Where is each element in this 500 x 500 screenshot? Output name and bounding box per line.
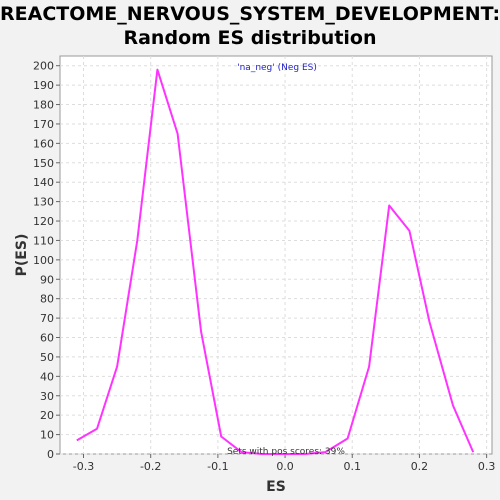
y-tick-label: 130 bbox=[33, 196, 54, 209]
x-tick-label: 0.2 bbox=[411, 460, 429, 473]
y-tick-label: 40 bbox=[40, 370, 54, 383]
y-tick-label: 150 bbox=[33, 157, 54, 170]
y-tick-label: 90 bbox=[40, 273, 54, 286]
x-tick-label: 0.0 bbox=[276, 460, 294, 473]
y-tick-label: 160 bbox=[33, 137, 54, 150]
y-tick-label: 70 bbox=[40, 312, 54, 325]
y-tick-label: 50 bbox=[40, 351, 54, 364]
legend-label: 'na_neg' (Neg ES) bbox=[237, 63, 317, 73]
chart-title-line-1: REACTOME_NERVOUS_SYSTEM_DEVELOPMENT: bbox=[0, 3, 500, 25]
y-axis-label: P(ES) bbox=[14, 234, 30, 277]
x-tick-label: -0.3 bbox=[73, 460, 94, 473]
y-tick-label: 120 bbox=[33, 215, 54, 228]
x-tick-label: -0.1 bbox=[207, 460, 228, 473]
series-line bbox=[76, 68, 475, 455]
y-tick-label: 20 bbox=[40, 409, 54, 422]
y-tick-label: 170 bbox=[33, 118, 54, 131]
x-tick-label: 0.1 bbox=[344, 460, 362, 473]
chart-title: REACTOME_NERVOUS_SYSTEM_DEVELOPMENT: Ran… bbox=[0, 2, 500, 50]
y-tick-label: 100 bbox=[33, 254, 54, 267]
y-tick-label: 190 bbox=[33, 79, 54, 92]
y-tick-label: 80 bbox=[40, 293, 54, 306]
x-axis-label: ES bbox=[266, 479, 286, 495]
y-tick-label: 140 bbox=[33, 176, 54, 189]
pos-scores-annotation: Sets with pos scores: 39% bbox=[227, 447, 345, 457]
x-tick-label: 0.3 bbox=[478, 460, 496, 473]
y-tick-label: 0 bbox=[47, 448, 54, 461]
y-tick-label: 10 bbox=[40, 429, 54, 442]
y-tick-label: 110 bbox=[33, 234, 54, 247]
chart-title-line-2: Random ES distribution bbox=[123, 27, 377, 49]
y-tick-label: 180 bbox=[33, 99, 54, 112]
x-tick-label: -0.2 bbox=[140, 460, 161, 473]
y-tick-label: 200 bbox=[33, 60, 54, 73]
y-tick-label: 30 bbox=[40, 390, 54, 403]
axes: 0 10 20 30 40 50 60 70 80 90 100 110 120 130 140 150 160… bbox=[33, 60, 495, 473]
plot-area bbox=[59, 55, 493, 455]
series-layer bbox=[76, 68, 475, 455]
y-tick-label: 60 bbox=[40, 332, 54, 345]
